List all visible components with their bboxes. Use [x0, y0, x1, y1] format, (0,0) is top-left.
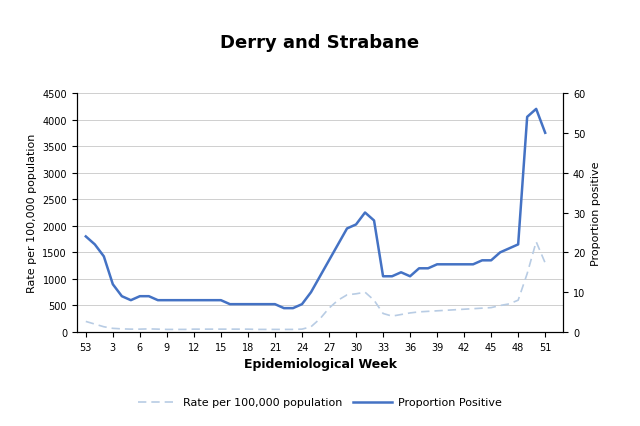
- Proportion Positive: [334, 242, 342, 248]
- Proportion Positive: [244, 302, 252, 307]
- Proportion Positive: [118, 294, 125, 299]
- Rate per 100,000 population: [388, 314, 396, 319]
- Text: Derry and Strabane: Derry and Strabane: [220, 34, 420, 52]
- X-axis label: Epidemiological Week: Epidemiological Week: [243, 357, 397, 371]
- Proportion Positive: [82, 234, 90, 239]
- Rate per 100,000 population: [334, 298, 342, 303]
- Proportion Positive: [532, 107, 540, 112]
- Line: Proportion Positive: Proportion Positive: [86, 109, 545, 308]
- Rate per 100,000 population: [82, 319, 90, 324]
- Y-axis label: Rate per 100,000 population: Rate per 100,000 population: [27, 133, 36, 293]
- Line: Rate per 100,000 population: Rate per 100,000 population: [86, 242, 545, 330]
- Rate per 100,000 population: [307, 325, 315, 330]
- Y-axis label: Proportion positive: Proportion positive: [591, 161, 601, 265]
- Proportion Positive: [280, 306, 288, 311]
- Rate per 100,000 population: [532, 239, 540, 245]
- Legend: Rate per 100,000 population, Proportion Positive: Rate per 100,000 population, Proportion …: [134, 393, 506, 412]
- Rate per 100,000 population: [118, 327, 125, 332]
- Rate per 100,000 population: [253, 327, 260, 332]
- Proportion Positive: [307, 290, 315, 295]
- Proportion Positive: [388, 274, 396, 279]
- Rate per 100,000 population: [163, 327, 171, 332]
- Rate per 100,000 population: [541, 261, 549, 266]
- Rate per 100,000 population: [370, 298, 378, 303]
- Proportion Positive: [370, 219, 378, 224]
- Proportion Positive: [541, 131, 549, 136]
